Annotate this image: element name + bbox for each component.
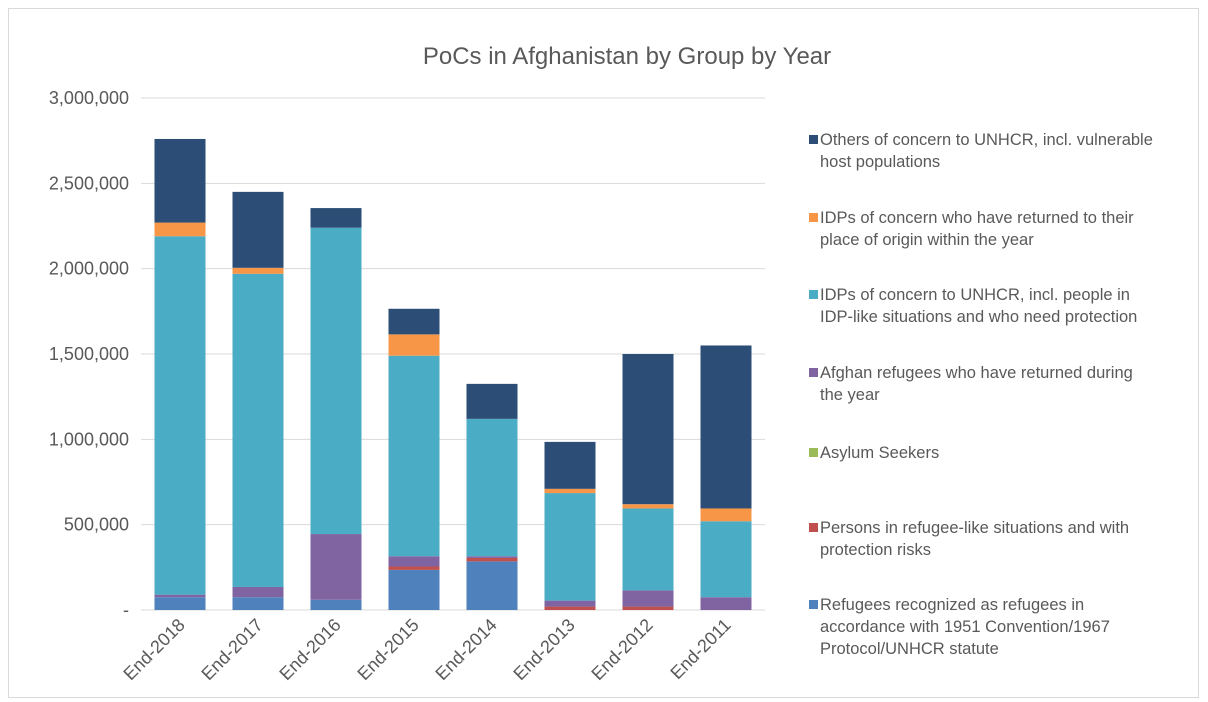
legend-label: host populations [820, 153, 940, 171]
bar-segment [700, 345, 752, 509]
bar-segment [154, 597, 206, 610]
legend-label: accordance with 1951 Convention/1967 [820, 618, 1110, 636]
x-tick-label: End-2013 [509, 615, 578, 684]
bar-segment [622, 354, 674, 505]
legend-label: Asylum Seekers [820, 444, 939, 462]
bar-segment [154, 138, 206, 223]
legend-label: IDPs of concern to UNHCR, incl. people i… [820, 286, 1130, 304]
legend-swatch [809, 448, 818, 457]
bar-segment [544, 488, 596, 494]
x-tick-label: End-2015 [353, 615, 422, 684]
bar-segment [622, 504, 674, 509]
y-tick-label: 2,500,000 [49, 173, 129, 193]
legend-label: Others of concern to UNHCR, incl. vulner… [820, 131, 1153, 149]
bar-segment [622, 590, 674, 607]
legend-label: IDPs of concern who have returned to the… [820, 209, 1134, 227]
legend-swatch [809, 290, 818, 299]
bar-segment [544, 606, 596, 610]
y-tick-label: 1,000,000 [49, 429, 129, 449]
bar-segment [388, 308, 440, 335]
bar-segment [388, 556, 440, 567]
bar-segment [622, 508, 674, 591]
bar-segment [544, 600, 596, 607]
legend: Others of concern to UNHCR, incl. vulner… [809, 131, 1153, 658]
bar-segment [232, 267, 284, 274]
y-tick-label: 2,000,000 [49, 259, 129, 279]
legend-item: Asylum Seekers [809, 444, 939, 462]
bar-segment [232, 586, 284, 598]
bar-segment [388, 355, 440, 557]
bar-segment [700, 508, 752, 522]
bar-segment [154, 222, 206, 237]
chart: PoCs in Afghanistan by Group by Year - 50… [49, 43, 1153, 684]
y-tick-label: - [123, 600, 129, 620]
legend-swatch [809, 135, 818, 144]
bar-segment [700, 521, 752, 598]
legend-label: IDP-like situations and who need protect… [820, 308, 1137, 326]
bar-segment [466, 557, 518, 562]
bar-segment [310, 599, 362, 610]
bars [154, 138, 752, 610]
chart-frame: PoCs in Afghanistan by Group by Year - 50… [8, 8, 1199, 698]
bar-segment [622, 606, 674, 610]
x-tick-label: End-2018 [119, 615, 188, 684]
bar-segment [466, 561, 518, 610]
legend-item: IDPs of concern to UNHCR, incl. people i… [809, 286, 1137, 326]
legend-label: Afghan refugees who have returned during [820, 364, 1133, 382]
legend-item: IDPs of concern who have returned to the… [809, 209, 1134, 249]
y-tick-label: 1,500,000 [49, 344, 129, 364]
legend-label: Persons in refugee-like situations and w… [820, 519, 1129, 537]
bar-segment [544, 441, 596, 489]
legend-label: Protocol/UNHCR statute [820, 640, 999, 658]
legend-label: protection risks [820, 541, 931, 559]
x-tick-label: End-2011 [666, 615, 734, 683]
legend-item: Persons in refugee-like situations and w… [809, 519, 1129, 559]
legend-item: Afghan refugees who have returned during… [809, 364, 1133, 404]
legend-swatch [809, 600, 818, 609]
legend-swatch [809, 523, 818, 532]
bar-segment [310, 227, 362, 535]
legend-item: Others of concern to UNHCR, incl. vulner… [809, 131, 1153, 171]
chart-title: PoCs in Afghanistan by Group by Year [423, 43, 831, 70]
bar-segment [544, 493, 596, 601]
bar-segment [154, 236, 206, 595]
bar-segment [388, 569, 440, 610]
legend-item: Refugees recognized as refugees in accord… [809, 596, 1110, 658]
y-tick-label: 500,000 [64, 515, 129, 535]
legend-swatch [809, 368, 818, 377]
legend-label: the year [820, 386, 880, 404]
x-tick-label: End-2014 [431, 615, 500, 684]
bar-segment [232, 597, 284, 610]
bar-segment [466, 556, 518, 558]
bar-segment [232, 273, 284, 587]
x-tick-label: End-2012 [587, 615, 656, 684]
bar-segment [466, 418, 518, 557]
bar-segment [388, 566, 440, 570]
bar-segment [154, 594, 206, 598]
x-axis-ticks: End-2018 End-2017 End-2016 End-2015 End-2014… [119, 615, 734, 684]
y-tick-label: 3,000,000 [49, 88, 129, 108]
legend-label: place of origin within the year [820, 231, 1034, 249]
legend-swatch [809, 213, 818, 222]
y-axis-ticks: - 500,000 1,000,000 1,500,000 2,000,000 2,500… [49, 88, 129, 620]
x-tick-label: End-2016 [275, 615, 344, 684]
bar-segment [700, 597, 752, 610]
legend-label: Refugees recognized as refugees in [820, 596, 1084, 614]
bar-segment [466, 383, 518, 419]
bar-segment [310, 208, 362, 228]
x-tick-label: End-2017 [197, 615, 266, 684]
bar-segment [388, 334, 440, 356]
bar-segment [310, 534, 362, 600]
bar-segment [232, 191, 284, 268]
